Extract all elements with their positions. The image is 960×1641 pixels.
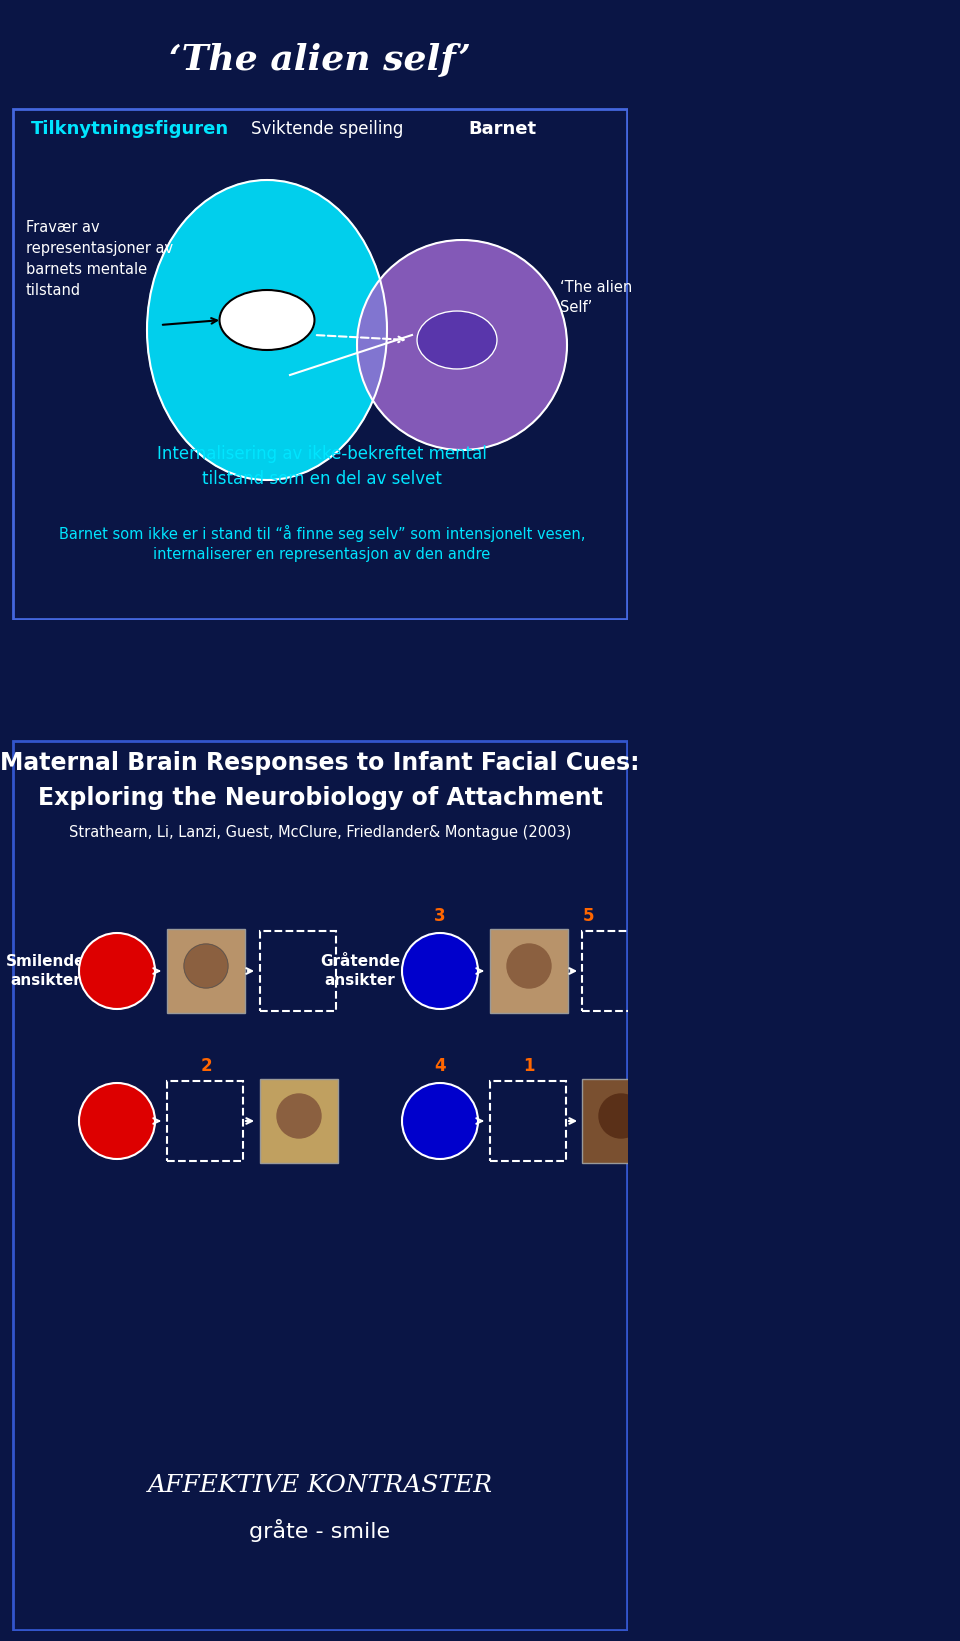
Text: ‘The alien self’: ‘The alien self’ bbox=[169, 43, 471, 77]
Circle shape bbox=[402, 1083, 478, 1159]
Text: 2: 2 bbox=[201, 1057, 212, 1075]
Text: gråte - smile: gråte - smile bbox=[250, 1520, 391, 1543]
Text: 3: 3 bbox=[434, 907, 445, 926]
Text: Tilknytningsfiguren: Tilknytningsfiguren bbox=[31, 120, 229, 138]
Text: Barnet: Barnet bbox=[468, 120, 536, 138]
Ellipse shape bbox=[417, 312, 497, 369]
Ellipse shape bbox=[220, 290, 315, 350]
Circle shape bbox=[599, 1095, 643, 1137]
Circle shape bbox=[507, 944, 551, 988]
FancyBboxPatch shape bbox=[260, 1080, 338, 1163]
Text: Strathearn, Li, Lanzi, Guest, McClure, Friedlander& Montague (2003): Strathearn, Li, Lanzi, Guest, McClure, F… bbox=[69, 825, 571, 840]
FancyBboxPatch shape bbox=[582, 1080, 660, 1163]
Circle shape bbox=[277, 1095, 321, 1137]
Circle shape bbox=[79, 1083, 155, 1159]
Text: 1: 1 bbox=[523, 1057, 535, 1075]
Circle shape bbox=[357, 240, 567, 450]
Text: Exploring the Neurobiology of Attachment: Exploring the Neurobiology of Attachment bbox=[37, 786, 603, 811]
Text: Gråtende
ansikter: Gråtende ansikter bbox=[320, 953, 400, 988]
Text: 4: 4 bbox=[434, 1057, 445, 1075]
Text: Maternal Brain Responses to Infant Facial Cues:: Maternal Brain Responses to Infant Facia… bbox=[0, 752, 639, 775]
Text: Fravær av
representasjoner av
barnets mentale
tilstand: Fravær av representasjoner av barnets me… bbox=[26, 220, 173, 299]
Text: Sviktende speiling: Sviktende speiling bbox=[251, 120, 403, 138]
Ellipse shape bbox=[147, 181, 387, 481]
FancyBboxPatch shape bbox=[490, 929, 568, 1012]
FancyBboxPatch shape bbox=[167, 929, 245, 1012]
Text: Smilende
ansikter: Smilende ansikter bbox=[7, 953, 85, 988]
Circle shape bbox=[79, 934, 155, 1009]
Text: Internalisering av ikke-bekreftet mental
tilstand som en del av selvet: Internalisering av ikke-bekreftet mental… bbox=[157, 445, 487, 487]
Text: AFFEKTIVE KONTRASTER: AFFEKTIVE KONTRASTER bbox=[148, 1475, 492, 1498]
Text: ‘The alien
Self’: ‘The alien Self’ bbox=[560, 281, 633, 315]
Circle shape bbox=[184, 944, 228, 988]
Circle shape bbox=[402, 934, 478, 1009]
Text: Barnet som ikke er i stand til “å finne seg selv” som intensjonelt vesen,
intern: Barnet som ikke er i stand til “å finne … bbox=[59, 525, 586, 561]
Text: 5: 5 bbox=[583, 907, 593, 926]
